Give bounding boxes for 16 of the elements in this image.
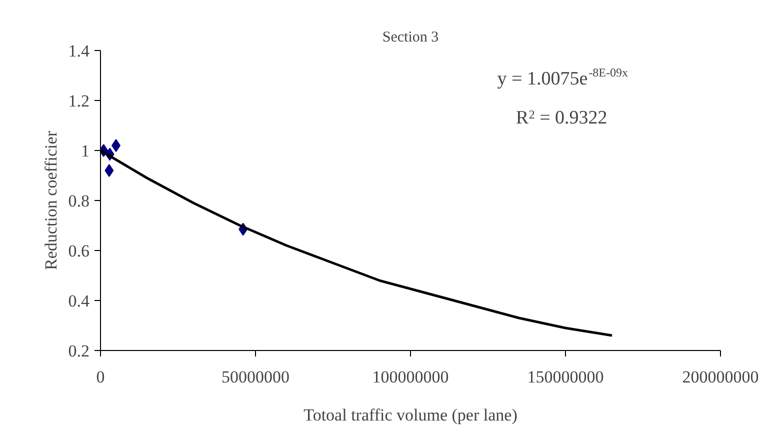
x-tick-label: 0	[96, 368, 105, 386]
x-axis-title: Totoal traffic volume (per lane)	[304, 406, 518, 424]
y-tick-label: 1	[81, 142, 90, 160]
y-tick-label: 0.2	[68, 342, 90, 360]
x-tick-label: 200000000	[682, 368, 759, 386]
x-tick-label: 150000000	[527, 368, 604, 386]
y-tick-label: 1.4	[68, 42, 90, 60]
x-tick-label: 50000000	[222, 368, 290, 386]
chart-title: Section 3	[382, 30, 439, 46]
point	[104, 164, 114, 177]
y-tick-label: 1.2	[68, 92, 90, 110]
y-axis-title: Reduction coefficier	[41, 130, 60, 270]
y-tick-label: 0.8	[68, 192, 90, 210]
y-tick-label: 0.6	[68, 242, 90, 260]
x-tick-label: 100000000	[372, 368, 449, 386]
y-tick-label: 0.4	[68, 292, 90, 310]
